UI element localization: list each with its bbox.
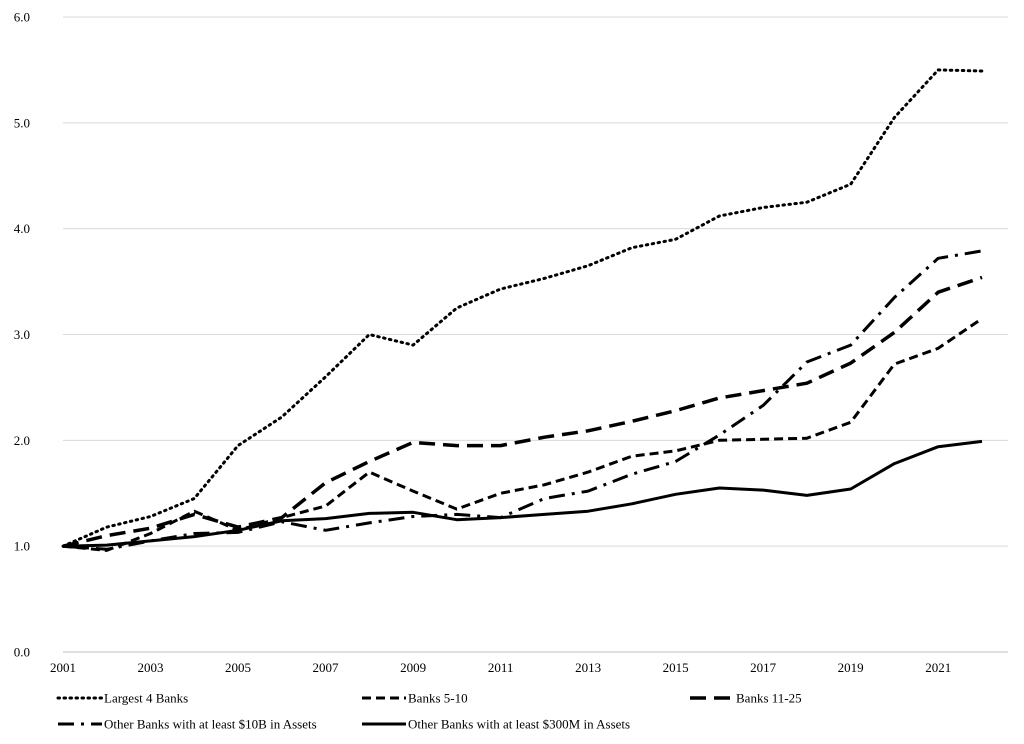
legend-label-2: Banks 5-10 [408, 691, 468, 706]
y-tick-label: 1.0 [14, 539, 30, 554]
x-tick-label: 2003 [138, 660, 164, 675]
y-tick-label: 2.0 [14, 433, 30, 448]
series-line-3 [62, 275, 983, 548]
x-tick-label: 2009 [400, 660, 426, 675]
y-tick-label: 6.0 [14, 10, 30, 25]
x-axis-tick-labels: 2001 2003 2005 2007 2009 2011 2013 2015 2017 2019… [50, 660, 951, 675]
x-tick-label: 2017 [750, 660, 777, 675]
series-line-1 [61, 68, 984, 548]
series-line-5 [62, 439, 983, 548]
y-tick-label: 3.0 [14, 327, 30, 342]
y-tick-label: 5.0 [14, 115, 30, 130]
x-tick-label: 2021 [925, 660, 951, 675]
x-tick-label: 2019 [838, 660, 864, 675]
y-axis-tick-labels: 0.0 1.0 2.0 3.0 4.0 5.0 6.0 [14, 10, 30, 660]
legend: Largest 4 Banks Banks 5-10 Banks 11-25 Othe… [56, 691, 802, 732]
x-tick-label: 2013 [575, 660, 601, 675]
series-line-4 [62, 249, 983, 551]
gridlines [63, 16, 1008, 547]
x-tick-label: 2011 [488, 660, 514, 675]
y-tick-label: 0.0 [14, 645, 30, 660]
series-line-2 [62, 317, 983, 552]
x-tick-label: 2015 [663, 660, 689, 675]
legend-label-3: Banks 11-25 [736, 691, 802, 706]
series-lines [61, 68, 984, 552]
x-tick-label: 2007 [313, 660, 340, 675]
y-tick-label: 4.0 [14, 221, 30, 236]
x-tick-label: 2005 [225, 660, 251, 675]
legend-label-4: Other Banks with at least $10B in Assets [104, 717, 317, 732]
x-tick-label: 2001 [50, 660, 76, 675]
legend-label-1: Largest 4 Banks [104, 691, 188, 706]
legend-label-5: Other Banks with at least $300M in Asset… [408, 717, 630, 732]
